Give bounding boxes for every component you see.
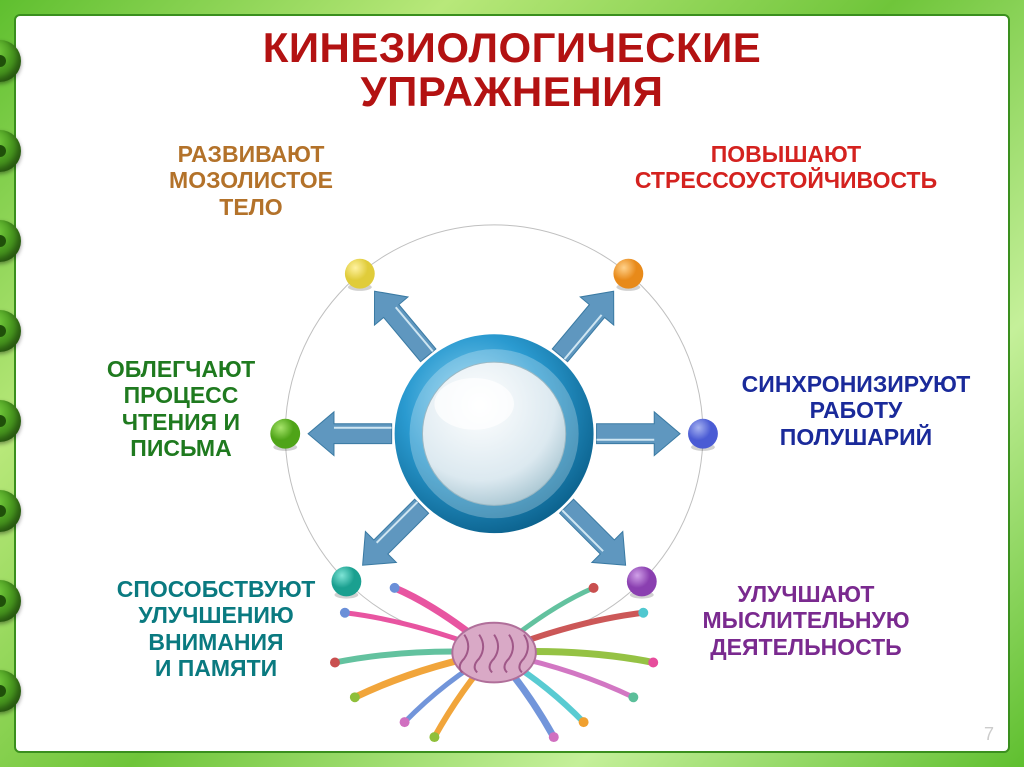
label-thinking: УЛУЧШАЮТ МЫСЛИТЕЛЬНУЮ ДЕЯТЕЛЬНОСТЬ [656, 581, 956, 660]
orbit-ring [285, 225, 703, 643]
title-line-1: КИНЕЗИОЛОГИЧЕСКИЕ [263, 24, 762, 71]
arrow [560, 499, 626, 565]
slide-frame: КИНЕЗИОЛОГИЧЕСКИЕ УПРАЖНЕНИЯ [0, 0, 1024, 767]
title-line-2: УПРАЖНЕНИЯ [361, 68, 664, 115]
page-number: 7 [984, 724, 994, 745]
arrows-group [308, 291, 680, 565]
label-corpus: РАЗВИВАЮТ МОЗОЛИСТОЕ ТЕЛО [136, 141, 366, 220]
slide-canvas: КИНЕЗИОЛОГИЧЕСКИЕ УПРАЖНЕНИЯ [14, 14, 1010, 753]
node-ball-sync [688, 419, 718, 449]
arrow [308, 412, 392, 456]
label-reading: ОБЛЕГЧАЮТ ПРОЦЕСС ЧТЕНИЯ И ПИСЬМА [76, 356, 286, 462]
arrow [552, 291, 613, 361]
label-sync: СИНХРОНИЗИРУЮТ РАБОТУ ПОЛУШАРИЙ [716, 371, 996, 450]
brain-illustration [330, 583, 658, 742]
node-balls-group [270, 259, 718, 599]
node-ball-stress [613, 259, 643, 289]
node-ball-corpus [345, 259, 375, 289]
arrow [363, 499, 429, 565]
label-stress: ПОВЫШАЮТ СТРЕССОУСТОЙЧИВОСТЬ [596, 141, 976, 194]
arrow [374, 291, 435, 361]
label-attention: СПОСОБСТВУЮТ УЛУЧШЕНИЮ ВНИМАНИЯ И ПАМЯТИ [86, 576, 346, 682]
node-ball-thinking [627, 567, 657, 597]
arrow [597, 412, 681, 456]
slide-title: КИНЕЗИОЛОГИЧЕСКИЕ УПРАЖНЕНИЯ [16, 26, 1008, 114]
center-hub [395, 334, 594, 533]
